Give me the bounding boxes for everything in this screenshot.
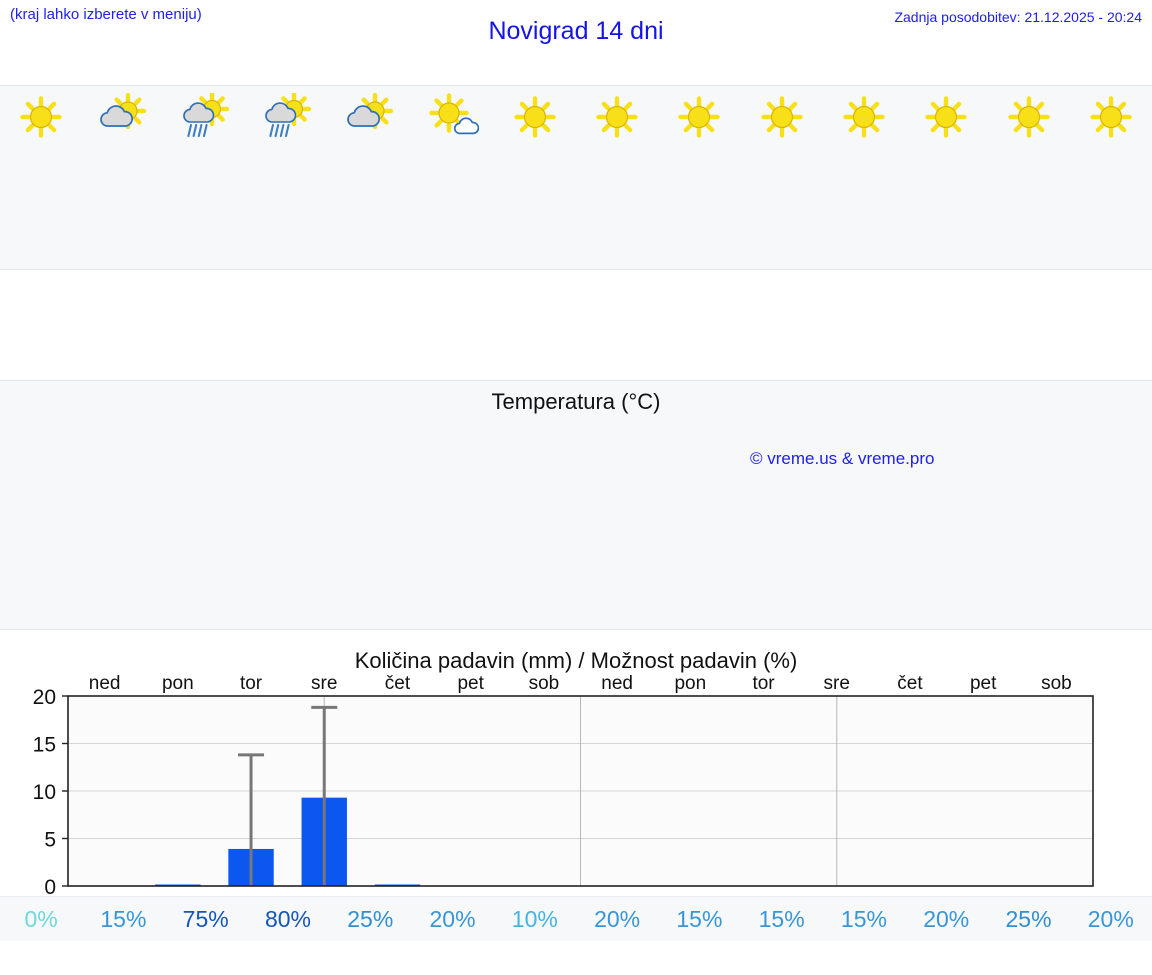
temperature-chart-title: Temperatura (°C) <box>491 389 661 414</box>
forecast-day-column[interactable] <box>823 86 905 269</box>
sunny-icon <box>823 92 905 144</box>
svg-text:sob: sob <box>1041 673 1072 694</box>
forecast-day-column[interactable] <box>247 86 329 269</box>
svg-text:ned: ned <box>89 673 121 694</box>
svg-text:0: 0 <box>44 876 56 899</box>
sunny-icon <box>0 92 82 144</box>
svg-text:20: 20 <box>33 686 56 709</box>
precipitation-probability-label: 80% <box>264 906 311 932</box>
svg-text:sre: sre <box>311 673 337 694</box>
sunny-icon <box>741 92 823 144</box>
forecast-day-column[interactable] <box>658 86 740 269</box>
svg-text:čet: čet <box>897 673 923 694</box>
sunny-icon <box>658 92 740 144</box>
precipitation-probability-label: 20% <box>923 906 970 932</box>
forecast-day-column[interactable] <box>0 86 82 269</box>
precipitation-chart: ned pon tor sre čet pet sob ned pon tor sre čet pet s… <box>33 673 1094 899</box>
forecast-day-column[interactable] <box>165 86 247 269</box>
svg-text:tor: tor <box>752 673 775 694</box>
precipitation-probability-label: 25% <box>347 906 394 932</box>
forecast-day-strip <box>0 85 1152 270</box>
svg-text:10: 10 <box>33 781 56 804</box>
precipitation-probability-label: 15% <box>758 906 805 932</box>
forecast-day-column[interactable] <box>987 86 1069 269</box>
sunny-icon <box>905 92 987 144</box>
precipitation-probability-row: 0% 15% 75% 80% 25% 20% 10% 20% 15% 15% 15% 20% 25% 20… <box>0 896 1152 941</box>
precipitation-probability-label: 0% <box>24 906 58 932</box>
partly-cloudy-icon <box>329 92 411 144</box>
forecast-day-column[interactable] <box>576 86 658 269</box>
page-header: (kraj lahko izberete v meniju) Novigrad … <box>0 0 1152 58</box>
svg-text:pet: pet <box>970 673 997 694</box>
svg-text:ned: ned <box>601 673 633 694</box>
precipitation-probability-label: 15% <box>100 906 147 932</box>
sunny-icon <box>494 92 576 144</box>
sunny-icon <box>1070 92 1152 144</box>
svg-text:15: 15 <box>33 734 56 757</box>
precipitation-chart-panel: Količina padavin (mm) / Možnost padavin … <box>0 645 1152 903</box>
precipitation-probability-label: 20% <box>1087 906 1134 932</box>
svg-text:čet: čet <box>385 673 411 694</box>
menu-hint-link[interactable]: (kraj lahko izberete v meniju) <box>10 6 202 23</box>
precipitation-chart-title: Količina padavin (mm) / Možnost padavin … <box>354 648 798 673</box>
forecast-day-column[interactable] <box>741 86 823 269</box>
svg-text:tor: tor <box>240 673 263 694</box>
svg-text:pon: pon <box>674 673 706 694</box>
forecast-day-column[interactable] <box>82 86 164 269</box>
forecast-day-column[interactable] <box>1070 86 1152 269</box>
copyright-text: © vreme.us & vreme.pro <box>750 449 935 468</box>
svg-text:pon: pon <box>162 673 194 694</box>
sunny-icon <box>576 92 658 144</box>
svg-text:pet: pet <box>457 673 484 694</box>
precipitation-probability-label: 15% <box>676 906 723 932</box>
svg-text:sob: sob <box>529 673 560 694</box>
svg-text:sre: sre <box>824 673 850 694</box>
partly-cloudy-rain-icon <box>247 92 329 144</box>
precipitation-probability-label: 75% <box>182 906 229 932</box>
forecast-day-column[interactable] <box>905 86 987 269</box>
forecast-day-column[interactable] <box>329 86 411 269</box>
precipitation-probability-label: 20% <box>429 906 476 932</box>
forecast-day-column[interactable] <box>411 86 493 269</box>
partly-cloudy-rain-icon <box>165 92 247 144</box>
svg-text:5: 5 <box>44 829 56 852</box>
precipitation-probability-label: 20% <box>594 906 641 932</box>
precipitation-probability-label: 15% <box>840 906 887 932</box>
partly-cloudy-icon <box>82 92 164 144</box>
precipitation-probability-label: 25% <box>1005 906 1052 932</box>
page-title: Novigrad 14 dni <box>488 17 664 45</box>
mostly-sunny-icon <box>411 92 493 144</box>
last-updated-text: Zadnja posodobitev: 21.12.2025 - 20:24 <box>894 9 1142 25</box>
forecast-day-column[interactable] <box>494 86 576 269</box>
precipitation-probability-label: 10% <box>511 906 558 932</box>
sunny-icon <box>987 92 1069 144</box>
